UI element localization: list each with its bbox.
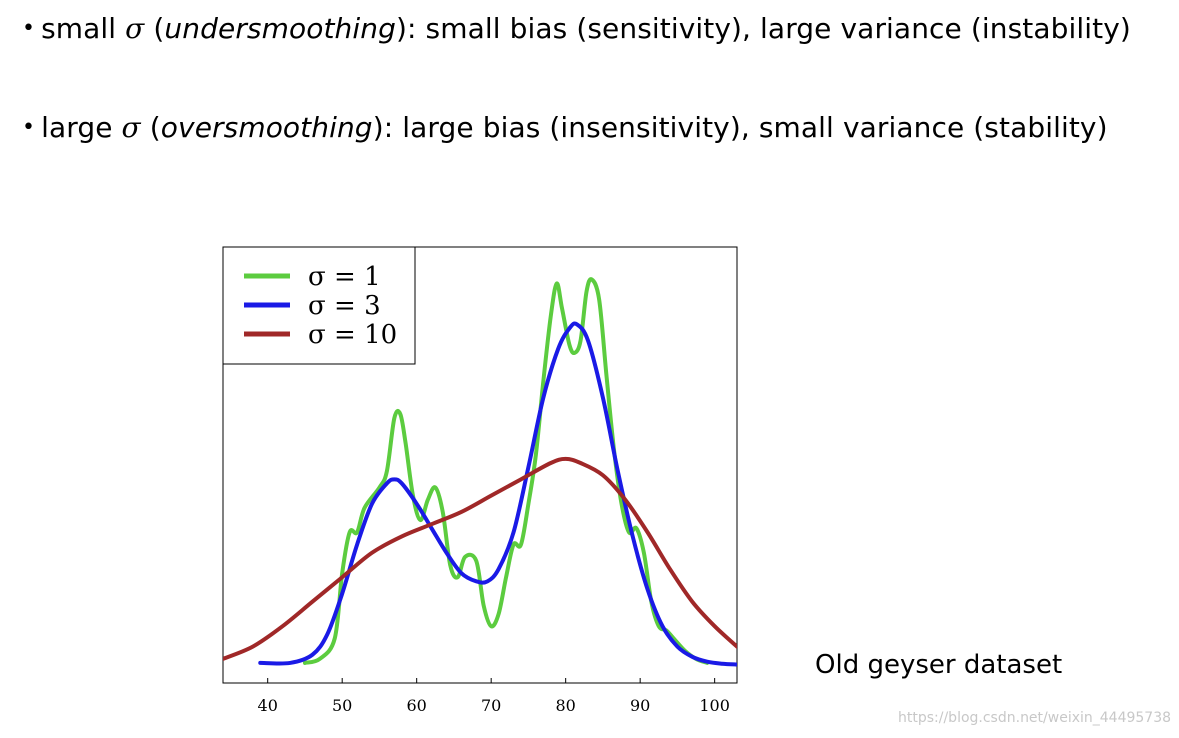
legend-label-1: σ = 1 — [308, 262, 381, 292]
x-axis-ticks: 40 50 60 70 80 90 100 — [258, 678, 730, 715]
bullet-term: oversmoothing — [160, 111, 373, 144]
dataset-caption: Old geyser dataset — [815, 650, 1063, 680]
sigma-symbol: σ — [121, 111, 141, 144]
x-tick-label: 90 — [630, 696, 650, 715]
bullet-large-sigma: • large σ (oversmoothing): large bias (in… — [22, 111, 1108, 144]
x-tick-label: 60 — [407, 696, 427, 715]
sigma-symbol: σ — [125, 12, 145, 45]
watermark: https://blog.csdn.net/weixin_44495738 — [898, 710, 1172, 726]
x-tick-label: 100 — [699, 696, 730, 715]
bullet-lead: small — [41, 12, 126, 45]
x-tick-label: 40 — [258, 696, 278, 715]
x-tick-label: 70 — [481, 696, 501, 715]
bullet-open: ( — [144, 12, 165, 45]
legend-label-3: σ = 10 — [308, 320, 397, 350]
x-tick-label: 50 — [332, 696, 352, 715]
series-line-3 — [223, 456, 737, 661]
bullet-open: ( — [140, 111, 161, 144]
legend-label-2: σ = 3 — [308, 291, 381, 321]
bullet-lead: large — [41, 111, 122, 144]
bullet-rest: ): large bias (insensitivity), small var… — [372, 111, 1108, 144]
bullet-rest: ): small bias (sensitivity), large varia… — [395, 12, 1131, 45]
bullet-symbol: • — [22, 115, 36, 140]
bullet-term: undersmoothing — [164, 12, 396, 45]
curve-layer — [223, 277, 737, 667]
bullet-small-sigma: • small σ (undersmoothing): small bias (s… — [22, 12, 1131, 45]
bullet-symbol: • — [22, 16, 36, 41]
plot-frame — [222, 246, 738, 684]
legend: σ = 1σ = 3σ = 10 — [222, 246, 416, 365]
series-line-2 — [258, 321, 737, 667]
x-tick-label: 80 — [555, 696, 575, 715]
